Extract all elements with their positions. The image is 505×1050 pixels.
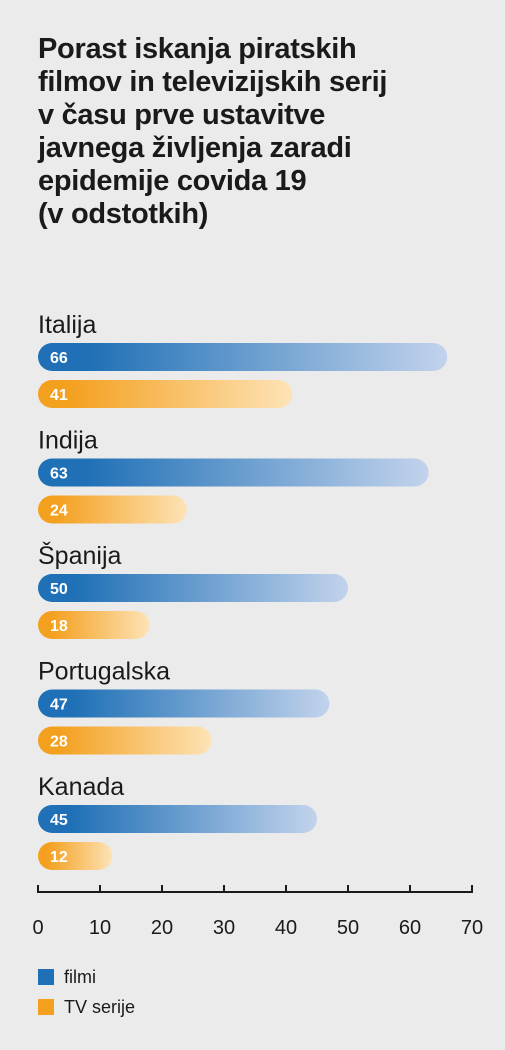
bar [38, 380, 293, 408]
x-axis: 0 10 20 30 40 50 60 70 [32, 885, 483, 939]
bar [38, 574, 348, 602]
x-tick-label: 50 [337, 917, 359, 939]
bar [38, 726, 212, 755]
category-label: Indija [38, 427, 98, 455]
x-tick-label: 40 [275, 917, 297, 939]
bar-value-label: 12 [50, 849, 68, 866]
x-tick-label: 60 [399, 917, 421, 939]
bar-value-label: 47 [50, 697, 68, 714]
bars-layer: Italija 66 41 Indija 63 24 Španija 50 18 Portugal… [38, 311, 448, 870]
category-label: Španija [38, 541, 121, 570]
chart-title: Porast iskanja piratskih filmov in telev… [38, 33, 488, 231]
bar [38, 458, 429, 487]
category-label: Kanada [38, 773, 124, 801]
bar [38, 495, 187, 524]
legend-label: filmi [64, 966, 96, 987]
category-label: Italija [38, 311, 96, 339]
title-line: javnega življenja zaradi [38, 132, 352, 164]
title-line: (v odstotkih) [38, 198, 209, 230]
legend-label: TV serije [64, 996, 136, 1017]
x-tick-label: 10 [89, 917, 111, 939]
bar-value-label: 63 [50, 466, 68, 483]
bar-value-label: 28 [50, 734, 68, 751]
bar-value-label: 66 [50, 350, 68, 367]
title-line: v času prve ustavitve [38, 99, 326, 131]
bar [38, 343, 448, 371]
legend-swatch-filmi [38, 969, 54, 985]
bar-value-label: 24 [50, 503, 68, 520]
legend-swatch-tv-serije [38, 999, 54, 1015]
x-tick-label: 30 [213, 917, 235, 939]
bar [38, 842, 113, 870]
x-tick-label: 20 [151, 917, 173, 939]
x-tick-label: 70 [461, 917, 483, 939]
legend: filmi TV serije [38, 962, 135, 1022]
bar-value-label: 45 [50, 812, 68, 829]
legend-item-filmi: filmi [38, 962, 135, 992]
title-line: Porast iskanja piratskih [38, 33, 357, 65]
bar [38, 805, 317, 833]
bar-value-label: 18 [50, 618, 68, 635]
legend-item-tv-serije: TV serije [38, 992, 135, 1022]
bar-value-label: 41 [50, 387, 68, 404]
bar-value-label: 50 [50, 581, 68, 598]
bar [38, 689, 330, 718]
title-line: epidemije covida 19 [38, 165, 307, 197]
x-tick-label: 0 [32, 917, 43, 939]
category-label: Portugalska [38, 658, 170, 686]
title-line: filmov in televizijskih serij [38, 66, 388, 98]
bar [38, 611, 150, 639]
